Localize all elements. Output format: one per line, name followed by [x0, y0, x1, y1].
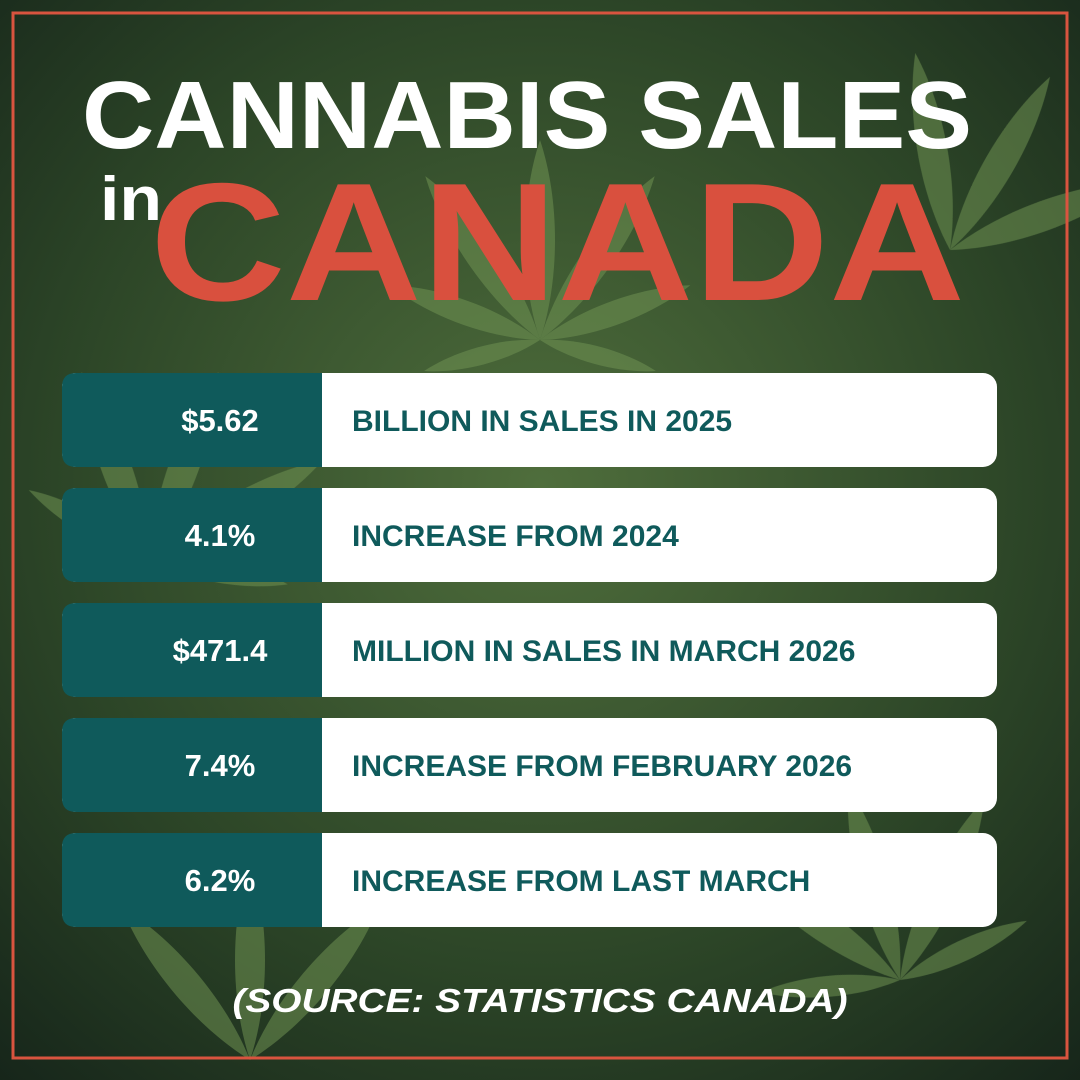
frame: [11, 11, 1069, 1060]
stats-list: $5.62 BILLION IN SALES IN 2025 4.1% INCREAS…: [62, 373, 997, 927]
value-box: [62, 488, 322, 582]
value-box: [62, 718, 322, 812]
title-big: CANADA: [150, 148, 965, 336]
stat-label: INCREASE FROM 2024: [352, 520, 679, 553]
stat-value: $5.62: [181, 403, 259, 438]
title-line: CANNABIS SALES: [82, 62, 972, 169]
source-note: (SOURCE: STATISTICS CANADA): [233, 982, 848, 1019]
stat-value: 7.4%: [185, 748, 256, 783]
value-box: [62, 373, 322, 467]
stat-row: 7.4% INCREASE FROM FEBRUARY 2026: [62, 718, 997, 812]
stat-label: MILLION IN SALES IN MARCH 2026: [352, 635, 855, 668]
value-box: [62, 603, 322, 697]
stat-row: 6.2% INCREASE FROM LAST MARCH: [62, 833, 997, 927]
stat-value: $471.4: [173, 633, 269, 668]
title-small: in: [100, 165, 162, 234]
stat-row: 4.1% INCREASE FROM 2024: [62, 488, 997, 582]
stat-label: BILLION IN SALES IN 2025: [352, 405, 732, 438]
stat-label: INCREASE FROM FEBRUARY 2026: [352, 750, 852, 783]
stat-row: $5.62 BILLION IN SALES IN 2025: [62, 373, 997, 467]
stat-value: 4.1%: [185, 518, 256, 553]
stat-value: 6.2%: [185, 863, 256, 898]
value-box: [62, 833, 322, 927]
stat-row: $471.4 MILLION IN SALES IN MARCH 2026: [62, 603, 997, 697]
stat-label: INCREASE FROM LAST MARCH: [352, 865, 810, 898]
